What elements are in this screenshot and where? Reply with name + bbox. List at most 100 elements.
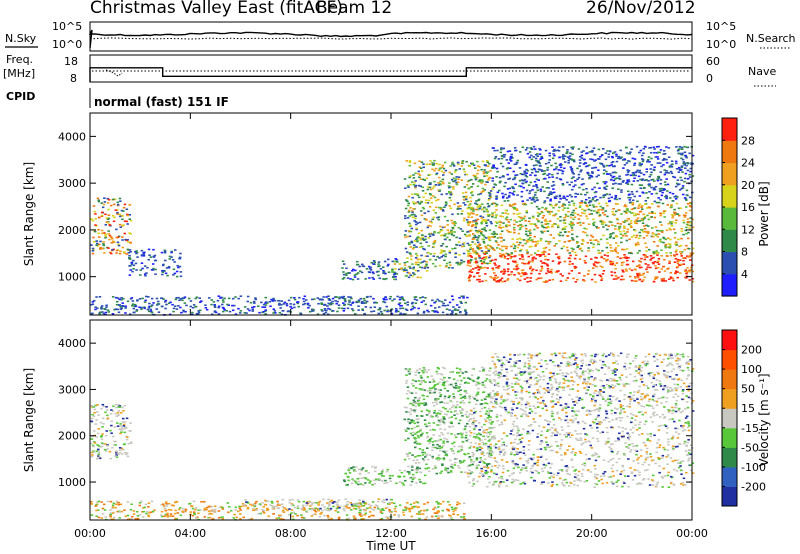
power-cell-r5 — [393, 271, 396, 274]
power-cell-r9 — [609, 244, 612, 246]
power-cell-r3 — [399, 296, 402, 299]
power-cell-r8 — [660, 255, 663, 257]
velocity-data — [90, 352, 695, 521]
power-cell-r8 — [652, 262, 655, 265]
power-cell-r9 — [498, 220, 501, 223]
power-cell-r3 — [331, 300, 334, 303]
power-cell-r9 — [514, 250, 517, 252]
power-cell-r3 — [96, 307, 99, 310]
power-cell-r10 — [577, 173, 581, 176]
power-cell-r9 — [572, 209, 575, 212]
power-cell-r9 — [473, 238, 476, 240]
power-cell-r7 — [432, 241, 436, 243]
power-cell-r8 — [559, 273, 562, 275]
power-cell-r10 — [501, 165, 505, 168]
power-cell-r9 — [627, 223, 631, 226]
power-cell-r7 — [416, 222, 420, 224]
power-cell-r7 — [428, 193, 432, 195]
power-cell-r9 — [482, 238, 485, 241]
velocity-cell-r1 — [402, 514, 406, 516]
power-cell-r10 — [566, 156, 570, 158]
power-cell-r9 — [606, 242, 609, 244]
power-cell-r7 — [439, 183, 442, 186]
velocity-cell-r1 — [110, 518, 113, 520]
velocity-cell-r1 — [359, 509, 362, 512]
velocity-cell-r1 — [112, 502, 116, 505]
power-cell-r9 — [679, 207, 682, 209]
power-cell-r8 — [510, 256, 513, 258]
power-cell-r5 — [342, 271, 345, 273]
power-cell-r7 — [411, 211, 414, 214]
power-cell-r9 — [499, 227, 502, 229]
power-cell-r7 — [444, 169, 448, 172]
power-cell-r0 — [97, 200, 101, 203]
power-cell-r7 — [457, 176, 461, 178]
velocity-cell-r4 — [467, 452, 470, 455]
power-cell-r9 — [664, 246, 668, 249]
power-cell-r8 — [534, 257, 537, 260]
power-cell-r5 — [367, 265, 371, 268]
power-cell-r9 — [691, 252, 695, 255]
power-cell-r9 — [671, 215, 675, 217]
power-cell-r3 — [424, 297, 427, 299]
velocity-cell-r2 — [310, 503, 314, 506]
power-cell-r10 — [647, 183, 650, 186]
power-cell-r4 — [320, 302, 323, 305]
power-cell-r8 — [500, 277, 504, 280]
power-cell-r10 — [532, 156, 535, 158]
velocity-cell-r4 — [469, 418, 473, 420]
power-cell-r8 — [656, 261, 659, 264]
power-cell-r10 — [614, 194, 618, 197]
power-cell-r9 — [616, 203, 619, 205]
power-cell-r9 — [505, 216, 509, 218]
power-cell-r10 — [547, 161, 551, 164]
power-cell-r7 — [408, 222, 411, 225]
velocity-cell-r1 — [262, 506, 265, 508]
power-cell-r7 — [452, 163, 455, 166]
power-cell-r8 — [652, 280, 656, 283]
power-cell-r8 — [658, 271, 661, 273]
power-cell-r0 — [126, 223, 129, 225]
velocity-cell-r1 — [111, 506, 115, 508]
power-cell-r2 — [160, 251, 164, 254]
velocity-cell-r3 — [356, 478, 359, 480]
power-cell-r9 — [676, 213, 679, 215]
power-cell-r7 — [485, 247, 488, 249]
power-cell-r10 — [584, 193, 587, 196]
power-cell-r1 — [140, 262, 144, 264]
power-cell-r7 — [437, 198, 440, 201]
power-cell-r8 — [615, 262, 619, 264]
power-cell-r10 — [580, 154, 584, 157]
power-cell-r9 — [630, 236, 634, 238]
power-cell-r7 — [457, 241, 461, 243]
power-cell-r7 — [451, 247, 454, 250]
velocity-cell-r4 — [450, 471, 453, 473]
velocity-cell-r1 — [358, 514, 362, 516]
power-cell-r10 — [603, 194, 607, 196]
power-cell-r7 — [426, 202, 430, 204]
velocity-cell-r1 — [409, 503, 413, 506]
power-cell-r7 — [466, 221, 470, 223]
power-cell-r10 — [501, 196, 505, 199]
power-cell-r3 — [184, 310, 187, 313]
power-cell-r8 — [590, 278, 594, 281]
power-cell-r8 — [476, 264, 479, 267]
power-cell-r9 — [551, 224, 554, 226]
velocity-cell-r1 — [270, 500, 273, 503]
velocity-cell-r4 — [428, 438, 432, 441]
power-cell-r3 — [197, 310, 200, 312]
power-cell-r0 — [112, 203, 116, 206]
velocity-cell-r1 — [208, 505, 211, 508]
power-cell-r10 — [576, 167, 579, 170]
velocity-cell-r2 — [368, 506, 372, 509]
velocity-cell-r4 — [460, 449, 463, 451]
power-cell-r7 — [408, 160, 412, 162]
power-cell-r9 — [484, 250, 488, 253]
power-cell-r8 — [523, 262, 526, 265]
power-cell-r9 — [571, 222, 574, 224]
power-cell-r9 — [601, 220, 604, 222]
power-cell-r0 — [90, 244, 93, 246]
cpid-label: CPID — [6, 90, 35, 103]
freq-unit: [MHz] — [3, 67, 35, 80]
velocity-cell-r0 — [114, 403, 118, 406]
